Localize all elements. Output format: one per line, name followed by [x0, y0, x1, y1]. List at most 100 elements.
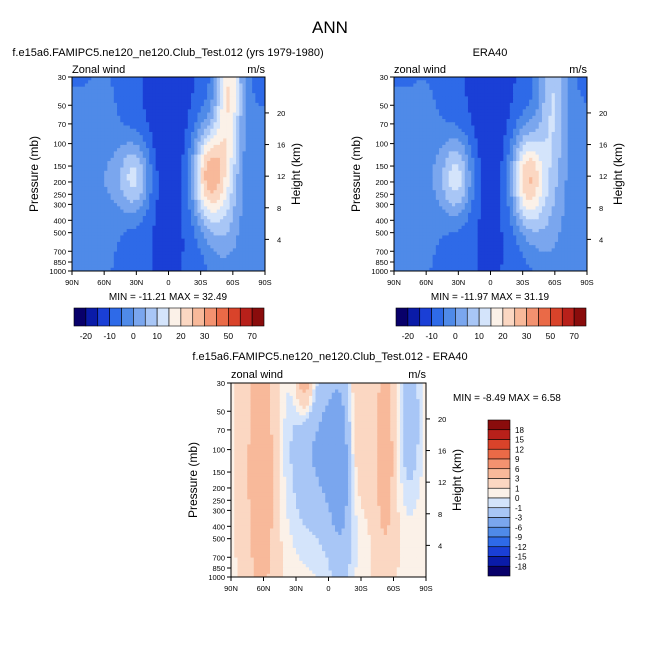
contour-cell: [201, 93, 205, 97]
contour-cell: [107, 103, 111, 107]
contour-cell: [455, 103, 459, 107]
contour-cell: [111, 151, 115, 155]
contour-cell: [72, 210, 76, 214]
contour-cell: [223, 106, 227, 110]
contour-cell: [417, 80, 421, 84]
contour-cell: [462, 77, 466, 81]
contour-cell: [152, 80, 156, 84]
contour-cell: [78, 242, 82, 246]
contour-cell: [252, 235, 256, 239]
contour-cell: [75, 216, 79, 220]
contour-cell: [442, 119, 446, 123]
contour-cell: [497, 138, 501, 142]
contour-cell: [214, 184, 218, 188]
contour-cell: [143, 171, 147, 175]
contour-cell: [487, 100, 491, 104]
contour-cell: [88, 242, 92, 246]
contour-cell: [123, 235, 127, 239]
contour-cell: [481, 122, 485, 126]
contour-cell: [571, 129, 575, 133]
contour-cell: [123, 239, 127, 243]
contour-cell: [169, 132, 173, 136]
contour-cell: [156, 83, 160, 87]
contour-cell: [191, 190, 195, 194]
contour-cell: [133, 210, 137, 214]
contour-cell: [462, 83, 466, 87]
contour-cell: [178, 174, 182, 178]
contour-cell: [149, 138, 153, 142]
contour-cell: [181, 116, 185, 120]
contour-cell: [72, 200, 76, 204]
contour-cell: [95, 219, 99, 223]
contour-cell: [439, 87, 443, 91]
contour-cell: [230, 255, 234, 259]
contour-cell: [204, 145, 208, 149]
contour-cell: [207, 242, 211, 246]
contour-cell: [226, 210, 230, 214]
contour-cell: [98, 96, 102, 100]
contour-cell: [542, 96, 546, 100]
contour-cell: [123, 242, 127, 246]
contour-cell: [162, 122, 166, 126]
contour-cell: [111, 138, 115, 142]
contour-cell: [191, 103, 195, 107]
contour-cell: [178, 232, 182, 236]
contour-cell: [133, 174, 137, 178]
contour-cell: [101, 80, 105, 84]
contour-cell: [532, 138, 536, 142]
contour-cell: [159, 168, 163, 172]
contour-cell: [201, 96, 205, 100]
contour-cell: [210, 116, 214, 120]
contour-cell: [104, 158, 108, 162]
contour-cell: [104, 216, 108, 220]
contour-cell: [159, 206, 163, 210]
contour-cell: [217, 213, 221, 217]
contour-cell: [529, 129, 533, 133]
contour-cell: [577, 109, 581, 113]
contour-cell: [210, 245, 214, 249]
contour-cell: [474, 119, 478, 123]
contour-cell: [72, 193, 76, 197]
contour-cell: [191, 119, 195, 123]
panel-model-ylabel-right: Height (km): [289, 143, 303, 205]
contour-cell: [117, 80, 121, 84]
contour-cell: [181, 103, 185, 107]
contour-cell: [82, 258, 86, 262]
contour-cell: [146, 219, 150, 223]
contour-cell: [539, 138, 543, 142]
contour-cell: [529, 145, 533, 149]
contour-cell: [220, 258, 224, 262]
contour-cell: [429, 106, 433, 110]
contour-cell: [474, 145, 478, 149]
contour-cell: [191, 93, 195, 97]
contour-cell: [159, 90, 163, 94]
contour-cell: [88, 116, 92, 120]
contour-cell: [169, 126, 173, 130]
contour-cell: [111, 83, 115, 87]
contour-cell: [564, 132, 568, 136]
contour-cell: [542, 100, 546, 104]
contour-cell: [571, 106, 575, 110]
contour-cell: [214, 180, 218, 184]
contour-cell: [445, 83, 449, 87]
contour-cell: [236, 226, 240, 230]
contour-cell: [82, 232, 86, 236]
contour-cell: [107, 210, 111, 214]
contour-cell: [181, 122, 185, 126]
contour-cell: [242, 103, 246, 107]
contour-cell: [410, 80, 414, 84]
contour-cell: [133, 116, 137, 120]
contour-cell: [91, 232, 95, 236]
contour-cell: [217, 109, 221, 113]
contour-cell: [239, 171, 243, 175]
contour-cell: [91, 103, 95, 107]
contour-cell: [127, 148, 131, 152]
contour-cell: [220, 174, 224, 178]
contour-cell: [72, 151, 76, 155]
contour-cell: [542, 103, 546, 107]
contour-cell: [194, 126, 198, 130]
contour-cell: [107, 239, 111, 243]
contour-cell: [519, 138, 523, 142]
contour-cell: [513, 119, 517, 123]
contour-cell: [249, 100, 253, 104]
